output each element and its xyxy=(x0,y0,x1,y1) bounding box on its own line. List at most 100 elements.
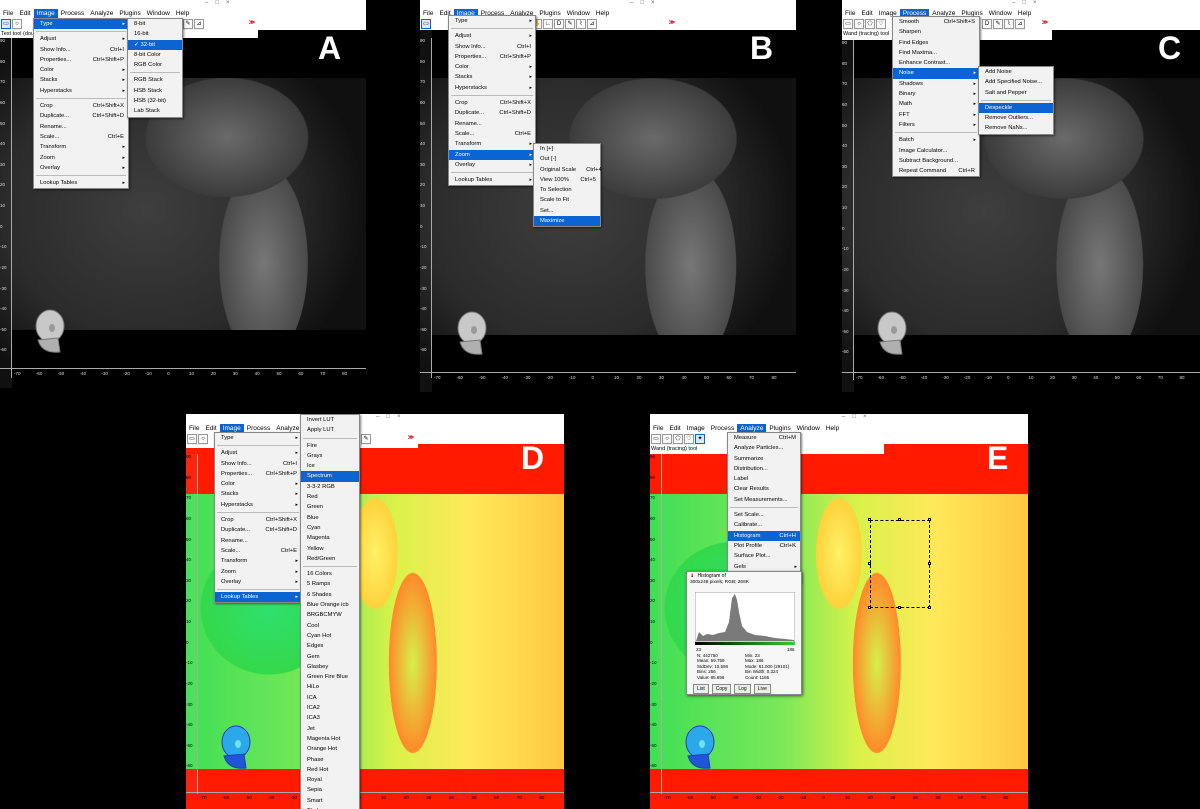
menu-item-crop[interactable]: Crop Ctrl+Shift+X xyxy=(34,101,128,111)
menu-file[interactable]: File xyxy=(845,10,856,17)
polygon-tool-icon[interactable]: ⬠ xyxy=(673,434,683,444)
menu-item-adjust[interactable]: Adjust ▸ xyxy=(215,448,301,458)
menu-item-thal[interactable]: Thal xyxy=(301,806,359,809)
menu-item-magenta[interactable]: Magenta xyxy=(301,533,359,543)
menu-item-hsb-32-bit[interactable]: HSB (32-bit) xyxy=(128,96,182,106)
menu-item-duplicate[interactable]: Duplicate... Ctrl+Shift+D xyxy=(449,108,535,118)
menu-item-set[interactable]: Set... xyxy=(534,206,600,216)
menu-item-cyan[interactable]: Cyan xyxy=(301,523,359,533)
menu-item-scale-to-fit[interactable]: Scale to Fit xyxy=(534,195,600,205)
menu-item-apply-lut[interactable]: Apply LUT xyxy=(301,425,359,435)
menu-item-rename[interactable]: Rename... xyxy=(215,536,301,546)
menu-process[interactable]: Process xyxy=(710,425,735,432)
menu-item-subtract-background[interactable]: Subtract Background... xyxy=(893,156,979,166)
copy-button[interactable]: Copy xyxy=(711,684,732,694)
menu-item-red-green[interactable]: Red/Green xyxy=(301,554,359,564)
menu-item-6-shades[interactable]: 6 Shades xyxy=(301,590,359,600)
menu-item-sepia[interactable]: Sepia xyxy=(301,785,359,795)
menu-item-binary[interactable]: Binary ▸ xyxy=(893,89,979,99)
menu-item-despeckle[interactable]: Despeckle xyxy=(979,102,1053,114)
menu-item-remove-nans[interactable]: Remove NaNs... xyxy=(979,123,1053,133)
menu-item-spectrum[interactable]: Spectrum xyxy=(301,471,359,482)
menu-item-calibrate[interactable]: Calibrate... xyxy=(728,520,800,530)
angle-tool-icon[interactable]: ∟ xyxy=(543,19,553,29)
menu-item-view-100[interactable]: View 100% Ctrl+5 xyxy=(534,175,600,185)
menu-item-jet[interactable]: Jet xyxy=(301,724,359,734)
menu-item-5-ramps[interactable]: 5 Ramps xyxy=(301,579,359,589)
menu-item-rgb-color[interactable]: RGB Color xyxy=(128,60,182,70)
pencil-icon[interactable]: ✎ xyxy=(993,19,1003,29)
menu-item-lookup-tables[interactable]: Lookup Tables ▸ xyxy=(449,175,535,185)
menu-item-transform[interactable]: Transform ▸ xyxy=(449,139,535,149)
menu-item-crop[interactable]: Crop Ctrl+Shift+X xyxy=(449,98,535,108)
menu-item-rgb-stack[interactable]: RGB Stack xyxy=(128,75,182,85)
menu-analyze[interactable]: Analyze xyxy=(510,10,534,17)
menu-item-hyperstacks[interactable]: Hyperstacks ▸ xyxy=(34,86,128,96)
menu-item-transform[interactable]: Transform ▸ xyxy=(34,142,128,152)
menu-item-green-fire-blue[interactable]: Green Fire Blue xyxy=(301,672,359,682)
freehand-tool-icon[interactable]: ♡ xyxy=(876,19,886,29)
menu-item-cyan-hot[interactable]: Cyan Hot xyxy=(301,631,359,641)
menu-item-gem[interactable]: Gem xyxy=(301,652,359,662)
menu-item-type[interactable]: Type ▸ xyxy=(449,16,535,26)
menu-item-rename[interactable]: Rename... xyxy=(34,122,128,132)
pencil-icon[interactable]: ✎ xyxy=(361,434,371,444)
menu-item-color[interactable]: Color ▸ xyxy=(215,479,301,489)
menu-item-blue[interactable]: Blue xyxy=(301,513,359,523)
menu-item-properties[interactable]: Properties... Ctrl+Shift+P xyxy=(34,55,128,65)
menu-item-set-scale[interactable]: Set Scale... xyxy=(728,510,800,520)
menu-item-enhance-contrast[interactable]: Enhance Contrast... xyxy=(893,58,979,68)
menu-window[interactable]: Window xyxy=(988,10,1012,17)
menu-item-label[interactable]: Label xyxy=(728,474,800,484)
menu-edit[interactable]: Edit xyxy=(205,425,217,432)
menu-item-gels[interactable]: Gels ▸ xyxy=(728,562,800,572)
menu-image[interactable]: Image xyxy=(686,425,705,432)
menu-item-rename[interactable]: Rename... xyxy=(449,119,535,129)
menu-item-in[interactable]: In [+] xyxy=(534,144,600,154)
menu-item-yellow[interactable]: Yellow xyxy=(301,544,359,554)
menu-item-smooth[interactable]: Smooth Ctrl+Shift+S xyxy=(893,17,979,27)
menu-item-invert-lut[interactable]: Invert LUT xyxy=(301,415,359,425)
menu-item-ica[interactable]: ICA xyxy=(301,693,359,703)
menu-item-hsb-stack[interactable]: HSB Stack xyxy=(128,86,182,96)
freehand-tool-icon[interactable]: ♡ xyxy=(684,434,694,444)
menu-item-maximize[interactable]: Maximize xyxy=(534,216,600,227)
menu-item-type[interactable]: Type ▸ xyxy=(215,433,301,443)
menu-item-noise[interactable]: Noise ▸ xyxy=(893,68,979,79)
menu-item-fft[interactable]: FFT ▸ xyxy=(893,110,979,120)
menu-analyze[interactable]: Analyze xyxy=(932,10,956,17)
menu-item-duplicate[interactable]: Duplicate... Ctrl+Shift+D xyxy=(215,525,301,535)
menu-item-find-edges[interactable]: Find Edges xyxy=(893,38,979,48)
menu-item-properties[interactable]: Properties... Ctrl+Shift+P xyxy=(215,469,301,479)
menu-item-edges[interactable]: Edges xyxy=(301,641,359,651)
menu-item-shadows[interactable]: Shadows ▸ xyxy=(893,79,979,89)
dropper-icon[interactable]: ⊿ xyxy=(1015,19,1025,29)
menu-file[interactable]: File xyxy=(423,10,434,17)
menu-item-phase[interactable]: Phase xyxy=(301,755,359,765)
menu-item-sharpen[interactable]: Sharpen xyxy=(893,27,979,37)
menu-item-16-colors[interactable]: 16 Colors xyxy=(301,569,359,579)
histogram-window[interactable]: ♝ Histogram of 300x248 pixels; RGB; 268K… xyxy=(686,571,802,695)
rect-tool-icon[interactable]: ▭ xyxy=(651,434,661,444)
live-button[interactable]: Live xyxy=(753,684,771,694)
log-button[interactable]: Log xyxy=(734,684,751,694)
oval-tool-icon[interactable]: ○ xyxy=(662,434,672,444)
menu-item-salt-and-pepper[interactable]: Salt and Pepper xyxy=(979,88,1053,98)
menu-item-set-measurements[interactable]: Set Measurements... xyxy=(728,495,800,505)
menu-plugins[interactable]: Plugins xyxy=(539,10,561,17)
menu-image[interactable]: Image xyxy=(878,10,897,17)
histogram-title-bar[interactable]: ♝ Histogram of xyxy=(687,572,801,580)
oval-tool-icon[interactable]: ○ xyxy=(12,19,22,29)
menu-item-image-calculator[interactable]: Image Calculator... xyxy=(893,146,979,156)
menu-item-properties[interactable]: Properties... Ctrl+Shift+P xyxy=(449,52,535,62)
menu-process[interactable]: Process xyxy=(899,9,930,18)
menu-item-add-noise[interactable]: Add Noise xyxy=(979,67,1053,77)
menu-item-zoom[interactable]: Zoom ▸ xyxy=(449,149,535,160)
menu-plugins[interactable]: Plugins xyxy=(119,10,141,17)
menu-window[interactable]: Window xyxy=(146,10,170,17)
menu-item-repeat-command[interactable]: Repeat Command Ctrl+R xyxy=(893,166,979,176)
menu-help[interactable]: Help xyxy=(1017,10,1032,17)
menu-window[interactable]: Window xyxy=(796,425,820,432)
menu-item-color[interactable]: Color ▸ xyxy=(34,65,128,75)
menu-item-summarize[interactable]: Summarize xyxy=(728,454,800,464)
